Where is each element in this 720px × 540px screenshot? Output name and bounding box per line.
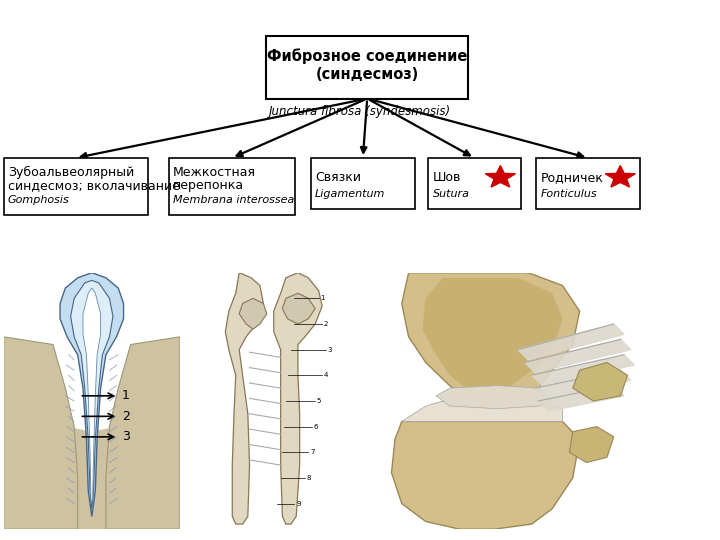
Polygon shape xyxy=(282,293,315,324)
FancyBboxPatch shape xyxy=(266,36,468,98)
Text: Фиброзное соединение: Фиброзное соединение xyxy=(267,49,467,64)
Polygon shape xyxy=(485,166,516,187)
Polygon shape xyxy=(402,399,562,421)
Polygon shape xyxy=(539,386,624,411)
Polygon shape xyxy=(606,166,635,187)
Text: Шов: Шов xyxy=(433,171,461,184)
Polygon shape xyxy=(106,337,180,529)
Text: 5: 5 xyxy=(317,398,321,404)
Text: Gomphosis: Gomphosis xyxy=(8,195,70,206)
Polygon shape xyxy=(225,273,264,524)
Text: Ligamentum: Ligamentum xyxy=(315,189,385,199)
Polygon shape xyxy=(392,421,580,529)
Text: Родничек: Родничек xyxy=(540,171,603,184)
Polygon shape xyxy=(518,324,624,360)
Polygon shape xyxy=(71,280,113,509)
Text: 3: 3 xyxy=(328,347,332,353)
Text: Зубоальвеолярный: Зубоальвеолярный xyxy=(8,166,134,179)
Text: 7: 7 xyxy=(310,449,315,455)
FancyBboxPatch shape xyxy=(428,158,521,209)
Polygon shape xyxy=(436,386,552,409)
Polygon shape xyxy=(422,278,562,396)
Text: 4: 4 xyxy=(324,372,328,379)
Polygon shape xyxy=(570,427,613,462)
Text: 8: 8 xyxy=(307,475,311,481)
Polygon shape xyxy=(402,273,580,406)
Text: перепонка: перепонка xyxy=(174,179,244,192)
Text: Связки: Связки xyxy=(315,171,361,184)
Polygon shape xyxy=(535,370,631,399)
Text: Межкостная: Межкостная xyxy=(174,166,256,179)
Polygon shape xyxy=(525,339,631,373)
Text: 1: 1 xyxy=(122,389,130,402)
Text: 9: 9 xyxy=(296,501,301,507)
Polygon shape xyxy=(83,288,101,503)
Polygon shape xyxy=(4,414,180,529)
FancyBboxPatch shape xyxy=(536,158,641,209)
Polygon shape xyxy=(573,362,628,401)
Polygon shape xyxy=(60,273,124,516)
Polygon shape xyxy=(239,298,267,329)
Text: Membrana interossea: Membrana interossea xyxy=(174,195,294,206)
Text: Sutura: Sutura xyxy=(433,189,469,199)
Polygon shape xyxy=(531,355,634,386)
FancyBboxPatch shape xyxy=(4,158,148,214)
Text: 6: 6 xyxy=(313,423,318,430)
Polygon shape xyxy=(4,337,78,529)
Polygon shape xyxy=(274,273,322,524)
Text: Fonticulus: Fonticulus xyxy=(540,189,597,199)
Text: (синдесмоз): (синдесмоз) xyxy=(315,68,419,83)
Text: 2: 2 xyxy=(122,410,130,423)
Text: 3: 3 xyxy=(122,430,130,443)
Text: 2: 2 xyxy=(324,321,328,327)
Text: Junctura fibrosa (syndesmosis): Junctura fibrosa (syndesmosis) xyxy=(269,105,451,118)
FancyBboxPatch shape xyxy=(168,158,295,214)
Text: синдесмоз; вколачивание: синдесмоз; вколачивание xyxy=(8,179,180,192)
FancyBboxPatch shape xyxy=(311,158,415,209)
Text: 1: 1 xyxy=(320,295,325,301)
